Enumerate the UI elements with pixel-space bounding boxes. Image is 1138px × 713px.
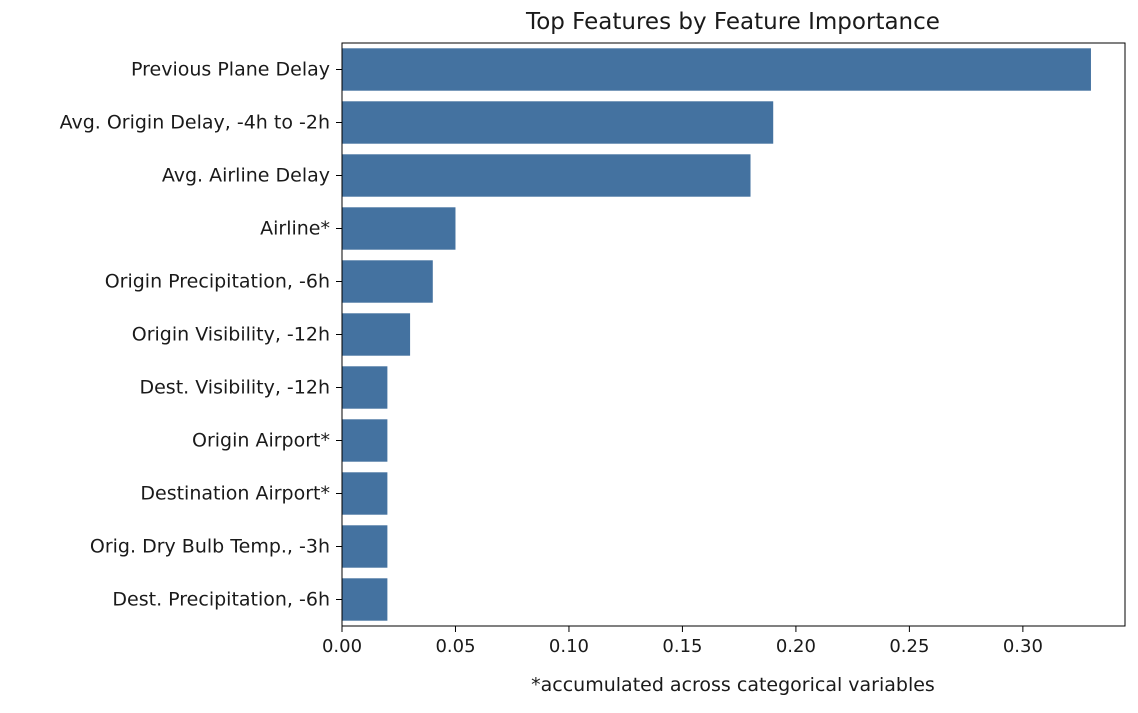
category-label-5: Origin Visibility, -12h [132,324,330,346]
category-label-0: Previous Plane Delay [131,59,330,81]
category-label-8: Destination Airport* [140,483,330,505]
category-label-10: Dest. Precipitation, -6h [112,589,330,611]
x-tick-label-3: 0.15 [662,636,702,657]
category-label-2: Avg. Airline Delay [162,165,330,187]
y-axis: Previous Plane Delay Avg. Origin Delay, -… [60,59,342,611]
category-label-4: Origin Precipitation, -6h [105,271,330,293]
x-tick-label-5: 0.25 [889,636,929,657]
bar-4 [342,260,433,303]
bar-10 [342,578,388,621]
x-tick-label-6: 0.30 [1003,636,1043,657]
chart-title: Top Features by Feature Importance [525,9,940,35]
x-tick-label-0: 0.00 [322,636,362,657]
bar-8 [342,472,388,515]
bar-3 [342,207,456,250]
category-label-9: Orig. Dry Bulb Temp., -3h [90,536,330,558]
bar-0 [342,48,1091,91]
category-label-1: Avg. Origin Delay, -4h to -2h [60,112,330,134]
bar-5 [342,313,411,356]
bar-9 [342,525,388,568]
bar-1 [342,101,774,144]
x-axis: 0.00 0.05 0.10 0.15 0.20 0.25 0.30 [322,626,1043,657]
bars-group [342,48,1091,621]
plot-frame [341,42,1126,627]
x-tick-label-4: 0.20 [776,636,816,657]
x-axis-label: *accumulated across categorical variable… [531,674,935,696]
bar-6 [342,366,388,409]
bar-7 [342,419,388,462]
category-label-6: Dest. Visibility, -12h [139,377,330,399]
x-tick-label-2: 0.10 [549,636,589,657]
bar-2 [342,154,751,197]
category-label-3: Airline* [260,218,330,240]
x-tick-label-1: 0.05 [435,636,475,657]
category-label-7: Origin Airport* [192,430,330,452]
